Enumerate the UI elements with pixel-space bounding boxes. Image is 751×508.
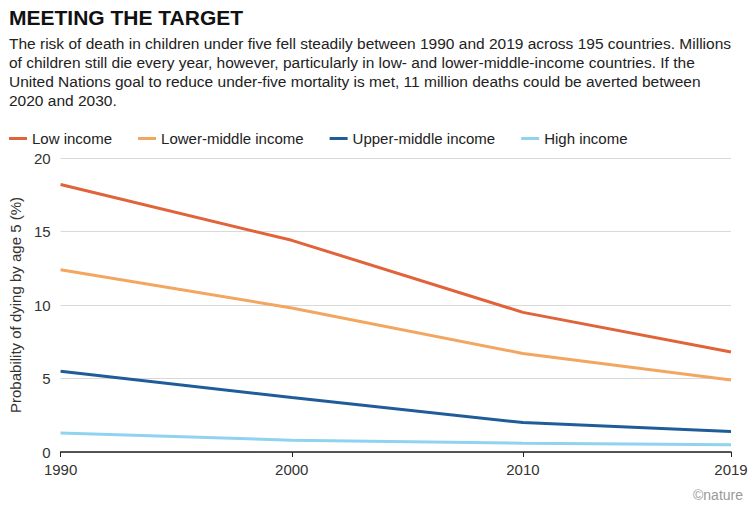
svg-text:2010: 2010 xyxy=(506,461,539,478)
svg-text:2020 and 2030.: 2020 and 2030. xyxy=(9,92,117,109)
svg-text:2019: 2019 xyxy=(714,461,747,478)
svg-text:10: 10 xyxy=(34,297,51,314)
svg-text:of children still die every ye: of children still die every year, howeve… xyxy=(9,54,699,71)
svg-text:©nature: ©nature xyxy=(693,487,743,503)
svg-text:15: 15 xyxy=(34,223,51,240)
svg-text:5: 5 xyxy=(42,370,50,387)
svg-text:1990: 1990 xyxy=(44,461,77,478)
svg-text:20: 20 xyxy=(34,150,51,167)
svg-text:The risk of death in children: The risk of death in children under five… xyxy=(9,35,735,52)
svg-text:Low income: Low income xyxy=(32,130,112,147)
svg-text:Lower-middle income: Lower-middle income xyxy=(161,130,304,147)
svg-text:2000: 2000 xyxy=(275,461,308,478)
svg-text:Probability of dying by age 5: Probability of dying by age 5 (%) xyxy=(7,197,24,413)
svg-text:MEETING THE TARGET: MEETING THE TARGET xyxy=(9,6,243,29)
svg-text:United Nations goal to reduce: United Nations goal to reduce under-five… xyxy=(9,73,705,90)
svg-text:0: 0 xyxy=(42,444,50,461)
svg-text:High income: High income xyxy=(544,130,627,147)
svg-text:Upper-middle income: Upper-middle income xyxy=(353,130,496,147)
